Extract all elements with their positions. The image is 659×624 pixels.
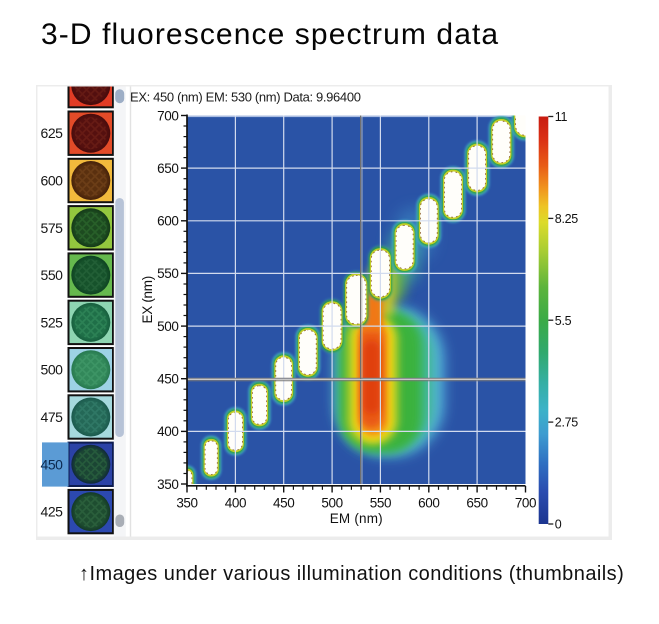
- svg-text:EX (nm): EX (nm): [140, 276, 155, 323]
- svg-text:550: 550: [157, 266, 178, 281]
- svg-text:500: 500: [40, 362, 63, 378]
- svg-text:550: 550: [40, 267, 63, 283]
- svg-text:500: 500: [321, 496, 342, 511]
- svg-text:400: 400: [157, 424, 178, 439]
- svg-text:350: 350: [176, 496, 197, 511]
- svg-text:550: 550: [370, 496, 391, 511]
- svg-text:3-D fluorescence spectrum data: 3-D fluorescence spectrum data: [41, 18, 499, 51]
- svg-text:2.75: 2.75: [555, 416, 578, 430]
- svg-text:0: 0: [555, 518, 562, 532]
- svg-text:11: 11: [555, 110, 568, 124]
- svg-text:450: 450: [273, 496, 294, 511]
- svg-text:575: 575: [40, 220, 63, 236]
- svg-text:525: 525: [40, 314, 63, 330]
- svg-text:8.25: 8.25: [555, 212, 578, 226]
- svg-text:700: 700: [157, 108, 178, 123]
- svg-text:400: 400: [225, 496, 246, 511]
- svg-text:EM (nm): EM (nm): [330, 511, 383, 526]
- svg-text:425: 425: [40, 504, 63, 520]
- svg-text:475: 475: [40, 409, 63, 425]
- svg-text:600: 600: [40, 173, 63, 189]
- svg-text:625: 625: [40, 125, 63, 141]
- svg-text:450: 450: [40, 456, 63, 472]
- svg-text:600: 600: [418, 496, 439, 511]
- svg-text:5.5: 5.5: [555, 314, 572, 328]
- svg-text:650: 650: [157, 161, 178, 176]
- svg-text:EX: 450 (nm) EM: 530 (nm) Data: EX: 450 (nm) EM: 530 (nm) Data: 9.96400: [130, 89, 361, 104]
- svg-text:500: 500: [157, 319, 178, 334]
- svg-text:600: 600: [157, 214, 178, 229]
- svg-text:700: 700: [515, 496, 536, 511]
- svg-text:650: 650: [466, 496, 487, 511]
- svg-text:350: 350: [157, 477, 178, 492]
- svg-text:↑Images under various illumina: ↑Images under various illumination condi…: [79, 563, 624, 585]
- svg-text:450: 450: [157, 372, 178, 387]
